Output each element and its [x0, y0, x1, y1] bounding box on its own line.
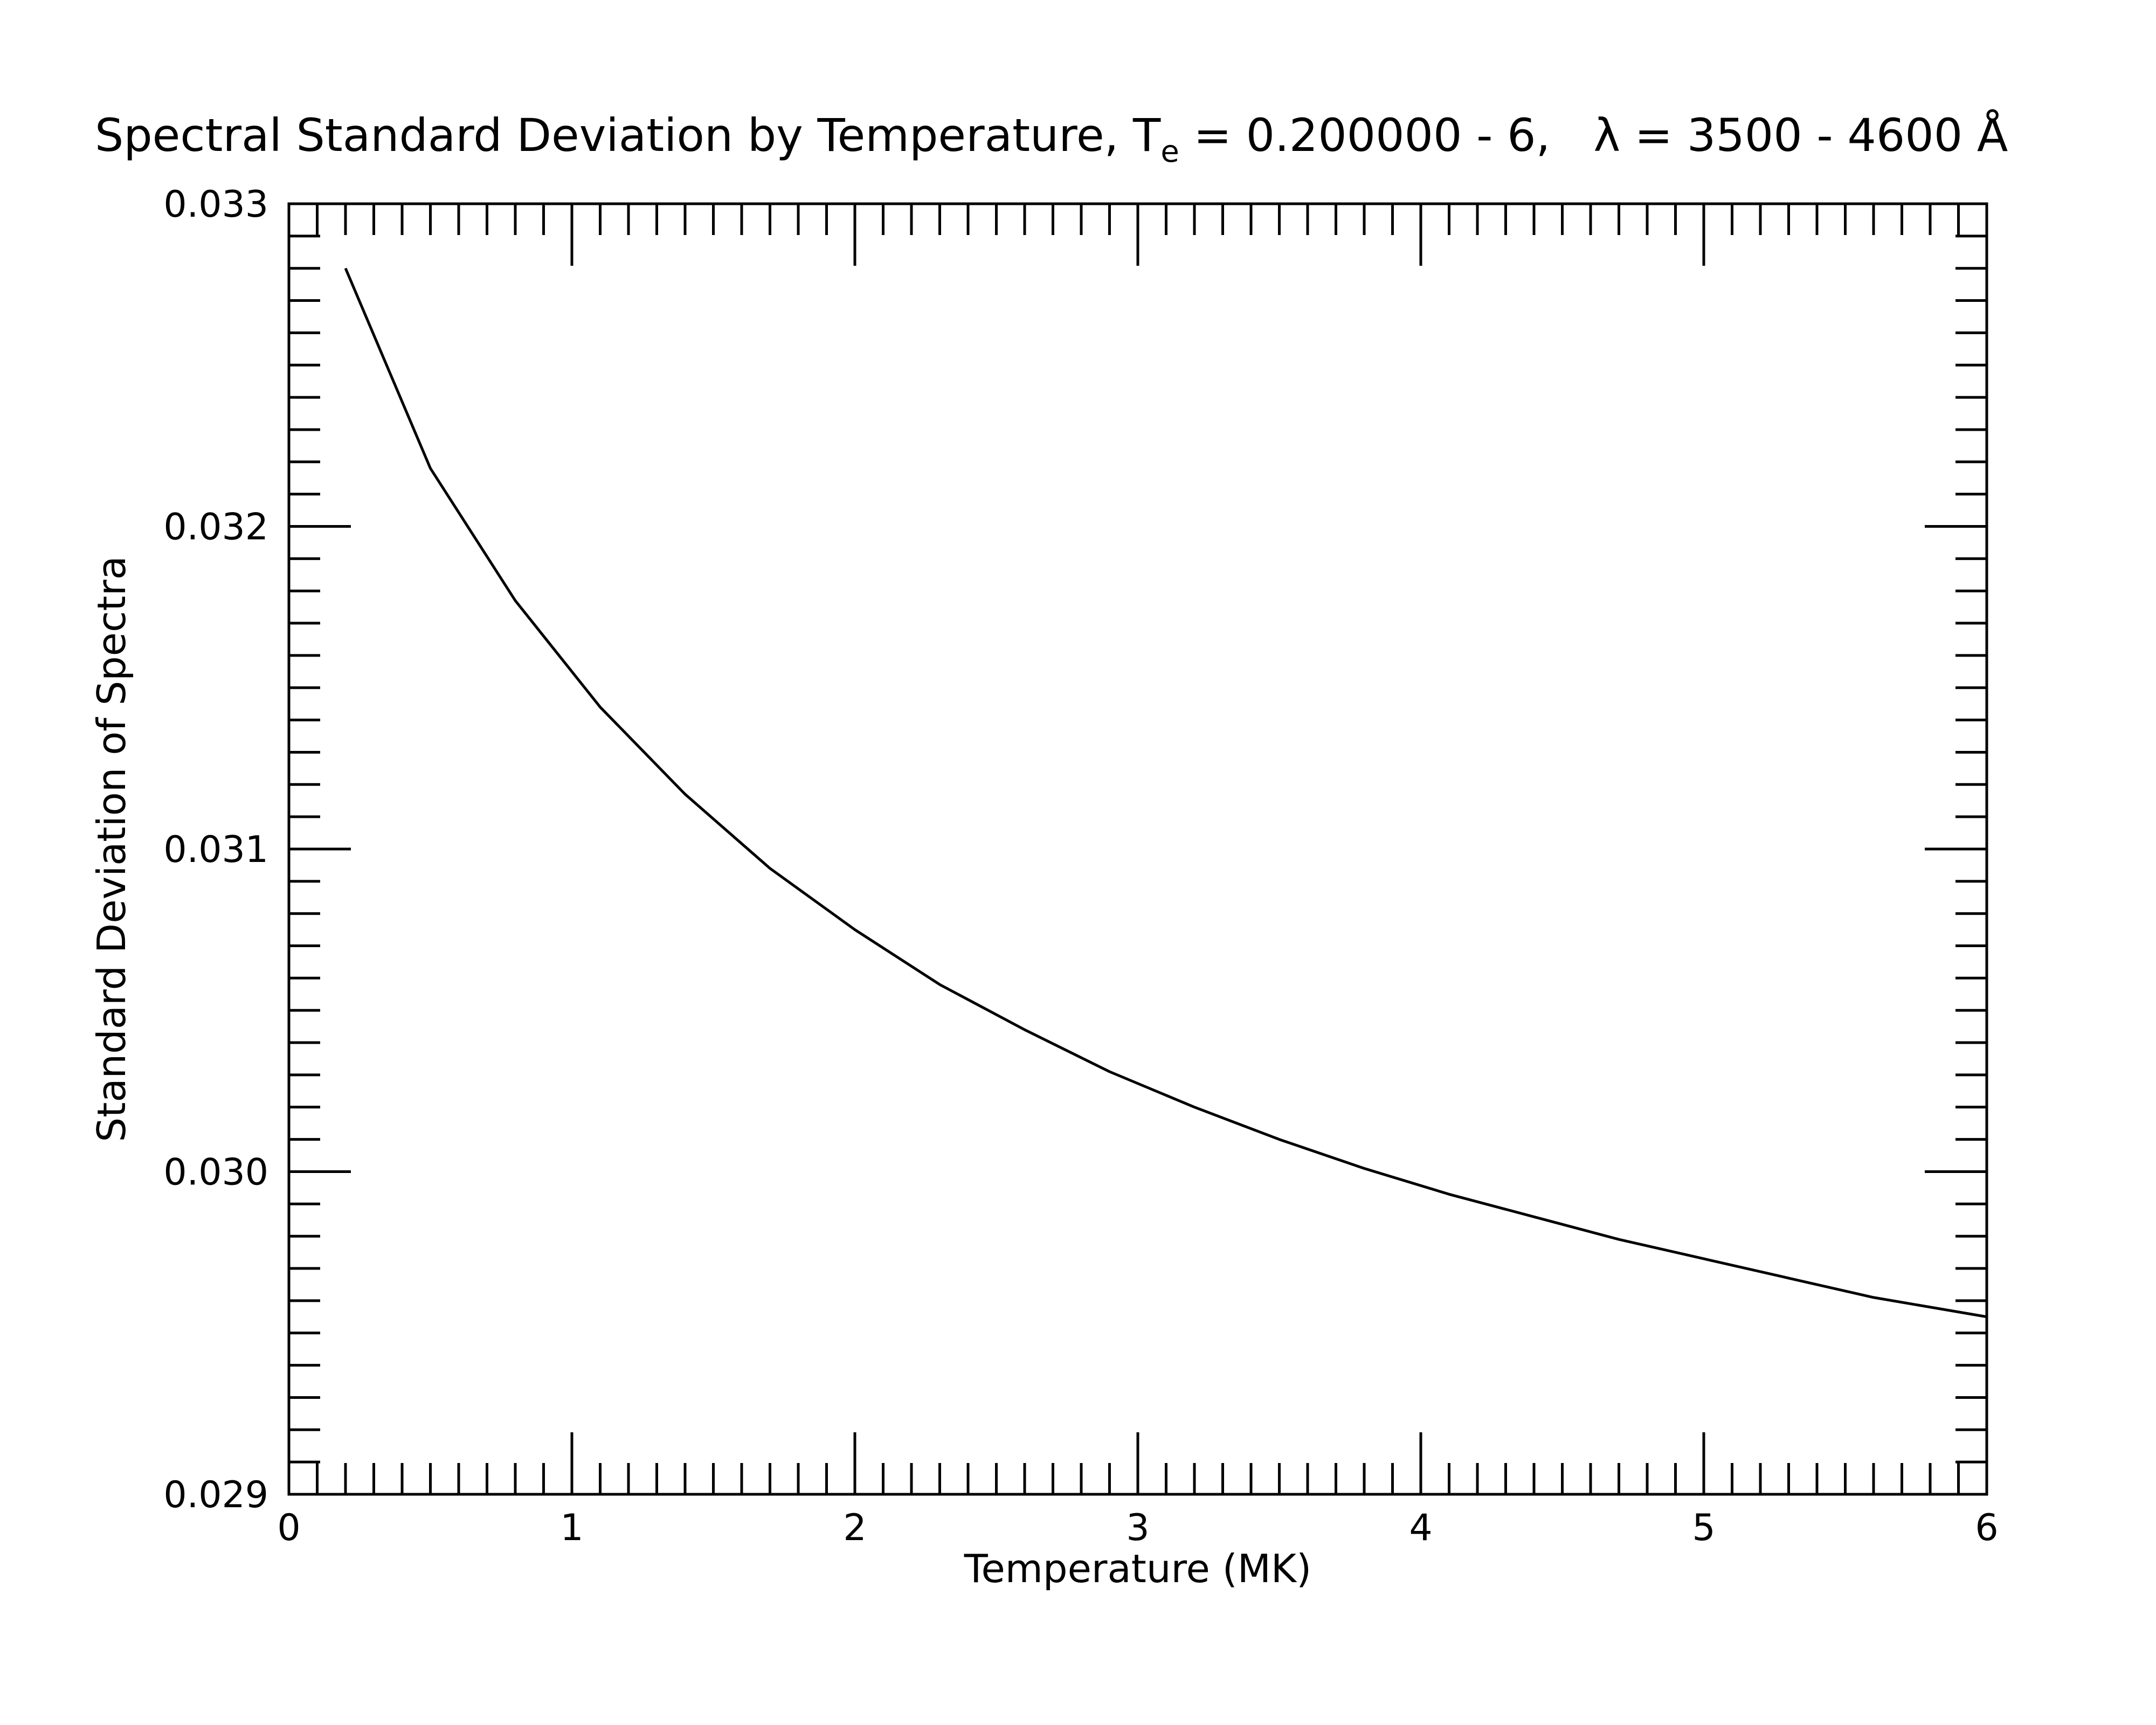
- x-tick-label: 1: [560, 1507, 583, 1549]
- y-tick-label: 0.029: [163, 1474, 268, 1516]
- title-middle: = 0.200000 - 6,: [1179, 109, 1594, 162]
- title-suffix: λ = 3500 - 4600 Å: [1593, 108, 2008, 162]
- x-tick-label: 3: [1126, 1507, 1149, 1549]
- series-layer: [344, 267, 1987, 1319]
- y-axis-label: Standard Deviation of Spectra: [89, 556, 134, 1142]
- y-tick-label: 0.033: [163, 183, 268, 226]
- x-tick-label: 0: [277, 1507, 300, 1549]
- series-line-0: [344, 267, 1987, 1319]
- x-tick-label: 2: [843, 1507, 866, 1549]
- title-subscript: e: [1160, 134, 1179, 169]
- y-tick-label: 0.031: [163, 829, 268, 871]
- y-tick-label: 0.032: [163, 506, 268, 549]
- x-tick-label: 4: [1409, 1507, 1432, 1549]
- x-tick-label: 5: [1692, 1507, 1715, 1549]
- chart-title: Spectral Standard Deviation by Temperatu…: [95, 108, 2008, 169]
- tick-marks: [287, 202, 1988, 1496]
- x-axis-label: Temperature (MK): [964, 1546, 1311, 1591]
- plot-frame: [287, 202, 1988, 1496]
- title-prefix: Spectral Standard Deviation by Temperatu…: [95, 109, 1161, 162]
- y-tick-label: 0.030: [163, 1151, 268, 1194]
- tick-labels: 0 1 2 3 4 5 6 0.029 0.030 0.031 0.032 0.033: [163, 183, 1998, 1549]
- x-tick-label: 6: [1975, 1507, 1998, 1549]
